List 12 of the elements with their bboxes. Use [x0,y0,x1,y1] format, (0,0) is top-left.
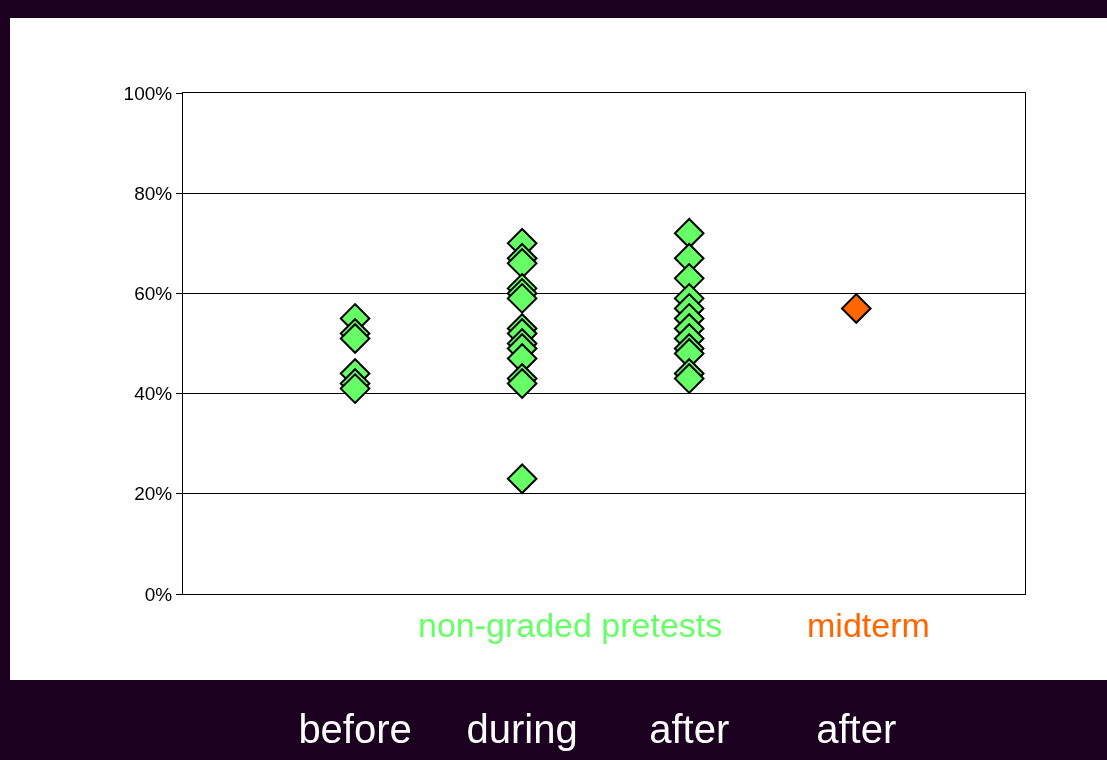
y-tick-label: 100% [123,82,173,104]
y-tick-label: 20% [134,483,173,505]
y-tick-label: 60% [134,283,173,305]
x-tick-label: after [816,707,897,751]
text: midterm [807,606,930,644]
x-tick-label: during [466,707,578,751]
y-tick-label: 80% [134,182,173,204]
x-tick-label: after [649,707,730,751]
text: non-graded pretests [418,606,723,644]
y-tick-label: 40% [134,383,173,405]
y-tick-label: 0% [144,583,173,605]
x-tick-label: before [298,707,412,751]
